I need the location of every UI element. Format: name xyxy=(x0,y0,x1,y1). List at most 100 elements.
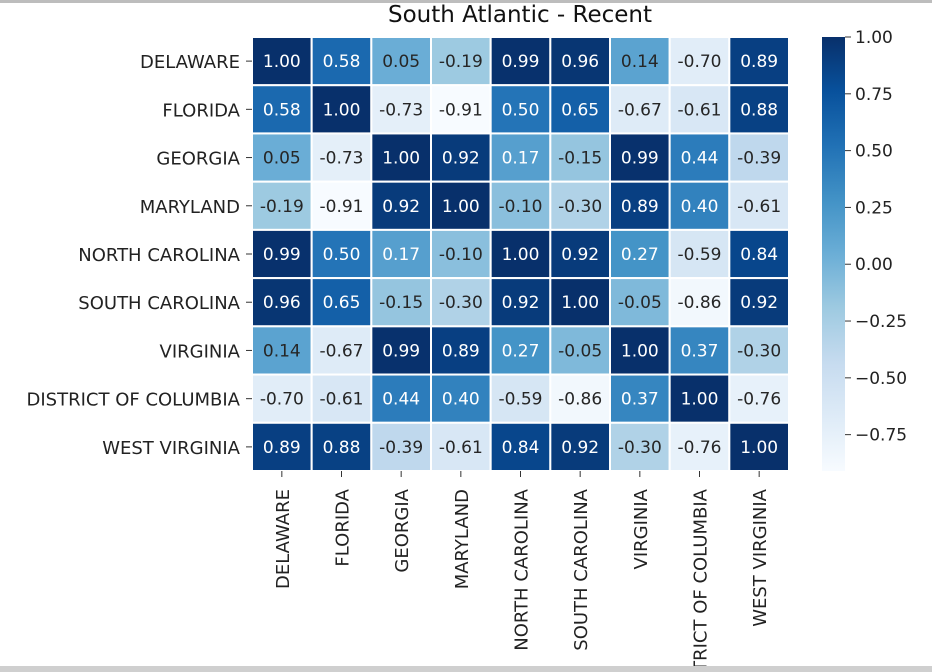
cell-value-label: -0.67 xyxy=(320,341,364,361)
cell-value-label: -0.86 xyxy=(678,293,722,313)
x-tick-label: DELAWARE xyxy=(273,489,294,589)
y-tick-label: DELAWARE xyxy=(140,52,240,73)
cell-value-label: -0.73 xyxy=(320,149,364,169)
y-tick-label: WEST VIRGINIA xyxy=(102,438,240,459)
cell-value-label: -0.61 xyxy=(439,438,483,458)
cell-value-label: 1.00 xyxy=(263,52,301,72)
x-tick-label: NORTH CAROLINA xyxy=(512,488,533,650)
x-tick-label: VIRGINIA xyxy=(631,488,652,569)
colorbar-tick-label: 0.25 xyxy=(855,198,893,218)
heatmap-cell xyxy=(668,228,731,280)
cell-value-label: -0.67 xyxy=(618,100,662,120)
heatmap-cell xyxy=(251,228,313,280)
cell-value-label: -0.91 xyxy=(320,197,364,217)
cell-value-label: 0.99 xyxy=(502,52,540,72)
cell-value-label: 0.14 xyxy=(263,341,301,361)
heatmap-cell xyxy=(430,132,492,183)
x-tick-label: GEORGIA xyxy=(392,488,413,572)
cell-value-label: 0.96 xyxy=(263,293,301,313)
cell-value-label: -0.30 xyxy=(558,197,602,217)
heatmap-cell xyxy=(251,132,313,183)
heatmap-cell xyxy=(549,373,611,424)
cell-value-label: 0.58 xyxy=(323,52,361,72)
y-tick-label: FLORIDA xyxy=(162,100,240,121)
heatmap-cell xyxy=(489,421,552,472)
cell-value-label: 0.89 xyxy=(263,438,301,458)
x-tick-label: SOUTH CAROLINA xyxy=(571,488,592,650)
heatmap-cell xyxy=(489,325,552,376)
heatmap-cell xyxy=(728,180,790,231)
heatmap-cell xyxy=(728,132,790,183)
cell-value-label: 0.17 xyxy=(382,245,420,265)
heatmap-cell xyxy=(370,36,433,87)
heatmap-cell xyxy=(430,373,492,424)
window-top-edge xyxy=(0,0,932,3)
cell-value-label: 0.92 xyxy=(382,197,420,217)
y-tick-label: GEORGIA xyxy=(156,149,240,170)
cell-value-label: -0.30 xyxy=(737,341,781,361)
cell-value-label: 0.37 xyxy=(681,341,719,361)
cell-value-label: 1.00 xyxy=(681,390,719,410)
y-tick-label: DISTRICT OF COLUMBIA xyxy=(27,390,241,411)
cell-value-label: 0.44 xyxy=(681,149,719,169)
x-tick-label: DISTRICT OF COLUMBIA xyxy=(691,488,712,672)
heatmap-cell xyxy=(430,36,492,87)
cell-value-label: 0.99 xyxy=(382,341,420,361)
cell-value-label: 0.92 xyxy=(740,293,778,313)
cell-value-label: 0.58 xyxy=(263,100,301,120)
colorbar xyxy=(822,37,845,471)
cell-value-label: 0.05 xyxy=(263,149,301,169)
cell-value-label: -0.76 xyxy=(737,390,781,410)
cell-value-label: 0.37 xyxy=(621,390,659,410)
y-tick-label: MARYLAND xyxy=(140,197,240,218)
cell-value-label: 0.84 xyxy=(740,245,778,265)
cell-value-label: 1.00 xyxy=(382,149,420,169)
cell-value-label: 0.92 xyxy=(442,149,480,169)
x-tick-label: MARYLAND xyxy=(452,489,473,589)
cell-value-label: -0.05 xyxy=(618,293,662,313)
cell-value-label: 1.00 xyxy=(740,438,778,458)
heatmap-cell xyxy=(370,325,433,376)
cell-value-label: -0.10 xyxy=(439,245,483,265)
cell-value-label: -0.91 xyxy=(439,100,483,120)
heatmap-cell xyxy=(251,36,313,87)
cell-value-label: 0.92 xyxy=(561,245,599,265)
cell-value-label: -0.15 xyxy=(558,149,602,169)
cell-value-label: -0.30 xyxy=(618,438,662,458)
heatmap-cell xyxy=(370,228,433,280)
y-tick-label: VIRGINIA xyxy=(160,341,241,362)
colorbar-tick-label: −0.25 xyxy=(855,312,907,332)
cell-value-label: 0.92 xyxy=(502,293,540,313)
window-bottom-edge xyxy=(0,666,932,672)
cell-value-label: 0.89 xyxy=(740,52,778,72)
cell-value-label: 0.05 xyxy=(382,52,420,72)
x-tick-label: WEST VIRGINIA xyxy=(750,488,771,626)
cell-value-label: 1.00 xyxy=(621,341,659,361)
cell-value-label: -0.70 xyxy=(678,52,722,72)
cell-value-label: 0.44 xyxy=(382,390,420,410)
heatmap-cell xyxy=(370,373,433,424)
cell-value-label: 1.00 xyxy=(323,100,361,120)
heatmap-cell xyxy=(728,36,790,87)
colorbar-tick-label: 1.00 xyxy=(855,28,893,48)
y-tick-label: NORTH CAROLINA xyxy=(78,245,240,266)
cell-value-label: 0.65 xyxy=(561,100,599,120)
heatmap-cell xyxy=(310,421,373,472)
colorbar-tick-label: 0.75 xyxy=(855,85,893,105)
heatmap-cell xyxy=(609,373,671,424)
cell-value-label: -0.19 xyxy=(260,197,304,217)
cell-value-label: -0.39 xyxy=(737,149,781,169)
heatmap-cell xyxy=(370,84,433,135)
cell-value-label: 0.50 xyxy=(323,245,361,265)
cell-value-label: 1.00 xyxy=(561,293,599,313)
cell-value-label: -0.15 xyxy=(379,293,423,313)
heatmap-cell xyxy=(668,180,731,231)
colorbar-tick-label: 0.50 xyxy=(855,142,893,162)
heatmap-cell xyxy=(728,277,790,328)
cell-value-label: 1.00 xyxy=(442,197,480,217)
x-tick-label: FLORIDA xyxy=(333,488,354,566)
cell-value-label: 0.65 xyxy=(323,293,361,313)
cell-value-label: -0.59 xyxy=(499,390,543,410)
heatmap-cell xyxy=(668,277,731,328)
